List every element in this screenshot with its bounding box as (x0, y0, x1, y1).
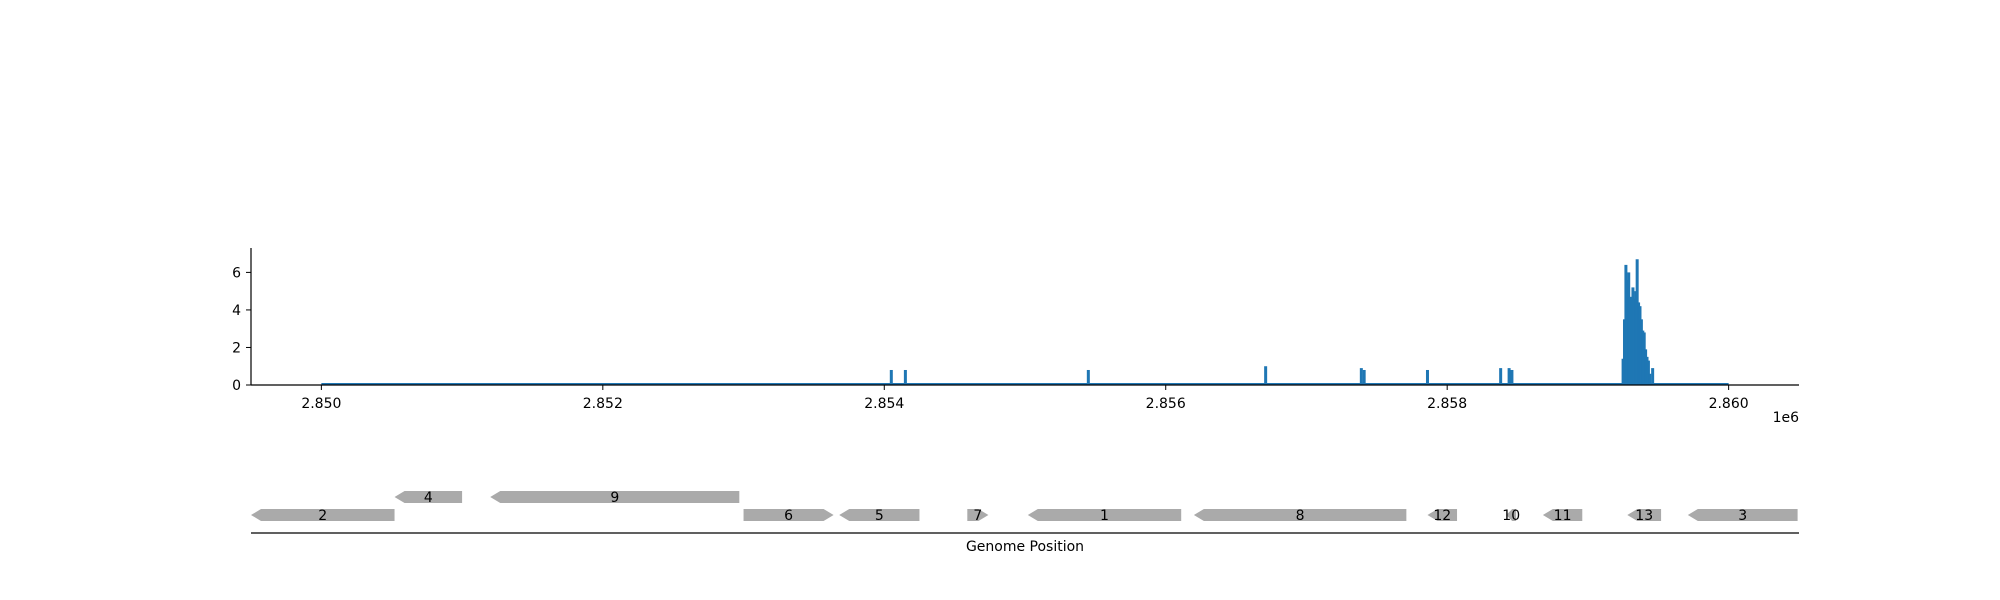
gene-arrow (1542, 509, 1583, 521)
gene-arrow (743, 509, 834, 521)
coverage-bar (1651, 368, 1655, 385)
coverage-bar (1264, 366, 1268, 385)
gene-arrow (1506, 509, 1517, 521)
x-axis-label: Genome Position (966, 539, 1084, 555)
coverage-bar (1359, 368, 1363, 385)
gene-label: 6 (784, 508, 793, 524)
y-tick-label: 2 (232, 340, 241, 356)
gene-label: 5 (875, 508, 884, 524)
gene-arrow (1687, 509, 1798, 521)
gene-arrow (839, 509, 920, 521)
gene-label: 4 (424, 490, 433, 506)
gene-label: 12 (1433, 508, 1451, 524)
coverage-bar (1362, 369, 1366, 385)
coverage-bar (889, 369, 893, 385)
gene-track: 2 4 9 6 5 7 1 8 12 10 11 13 3 Genome Position (251, 490, 1799, 555)
coverage-bar (1648, 373, 1652, 385)
gene-arrow (967, 509, 989, 521)
gene-label: 11 (1554, 508, 1572, 524)
x-tick-label: 2.860 (1709, 396, 1749, 412)
gene-label: 3 (1738, 508, 1747, 524)
gene-arrow (1627, 509, 1662, 521)
gene-label: 13 (1635, 508, 1653, 524)
x-tick-label: 2.852 (583, 396, 623, 412)
gene-arrow (1193, 509, 1407, 521)
gene-label: 10 (1502, 508, 1520, 524)
coverage-plot: 0 2 4 6 2.850 2.852 2.854 2.856 2.858 2.860 1e6 (232, 248, 1799, 426)
y-tick-label: 0 (232, 378, 241, 394)
coverage-bar (1086, 369, 1090, 385)
gene-label: 8 (1296, 508, 1305, 524)
x-tick-label: 2.858 (1427, 396, 1467, 412)
gene-arrow (1427, 509, 1458, 521)
gene-arrow (1027, 509, 1182, 521)
gene-label: 7 (973, 508, 982, 524)
coverage-bar (1425, 369, 1429, 385)
gene-label: 2 (318, 508, 327, 524)
x-tick-label: 2.856 (1146, 396, 1186, 412)
gene-arrow (394, 491, 463, 503)
gene-label: 9 (610, 490, 619, 506)
x-offset-label: 1e6 (1773, 410, 1800, 426)
gene-arrow (490, 491, 740, 503)
coverage-bar (1507, 368, 1511, 385)
coverage-bar (1499, 368, 1503, 385)
y-tick-label: 6 (232, 265, 241, 281)
gene-arrow (251, 509, 395, 521)
y-tick-label: 4 (232, 303, 241, 319)
coverage-bar (1510, 369, 1514, 385)
x-tick-label: 2.850 (301, 396, 341, 412)
gene-label: 1 (1100, 508, 1109, 524)
coverage-bar (1646, 360, 1650, 385)
x-tick-label: 2.854 (864, 396, 904, 412)
coverage-bar (903, 369, 907, 385)
